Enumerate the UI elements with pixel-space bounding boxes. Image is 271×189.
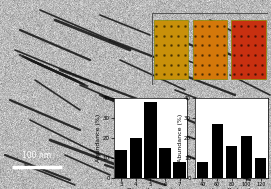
Bar — [256, 158, 266, 178]
FancyBboxPatch shape — [192, 20, 227, 79]
Bar — [159, 148, 171, 178]
Bar — [173, 162, 186, 178]
Bar — [197, 162, 208, 178]
Text: 100 nm: 100 nm — [22, 151, 51, 160]
Bar — [212, 124, 222, 178]
X-axis label: Diameter (nm): Diameter (nm) — [127, 188, 174, 189]
FancyBboxPatch shape — [154, 20, 188, 79]
Y-axis label: Abundance (%): Abundance (%) — [96, 114, 101, 162]
Y-axis label: Abundance (%): Abundance (%) — [178, 114, 183, 162]
Bar — [241, 136, 252, 178]
Bar — [115, 150, 127, 178]
FancyBboxPatch shape — [231, 20, 266, 79]
Bar — [144, 102, 157, 178]
Bar — [226, 146, 237, 178]
Bar — [130, 138, 142, 178]
X-axis label: Length (nm): Length (nm) — [212, 188, 251, 189]
